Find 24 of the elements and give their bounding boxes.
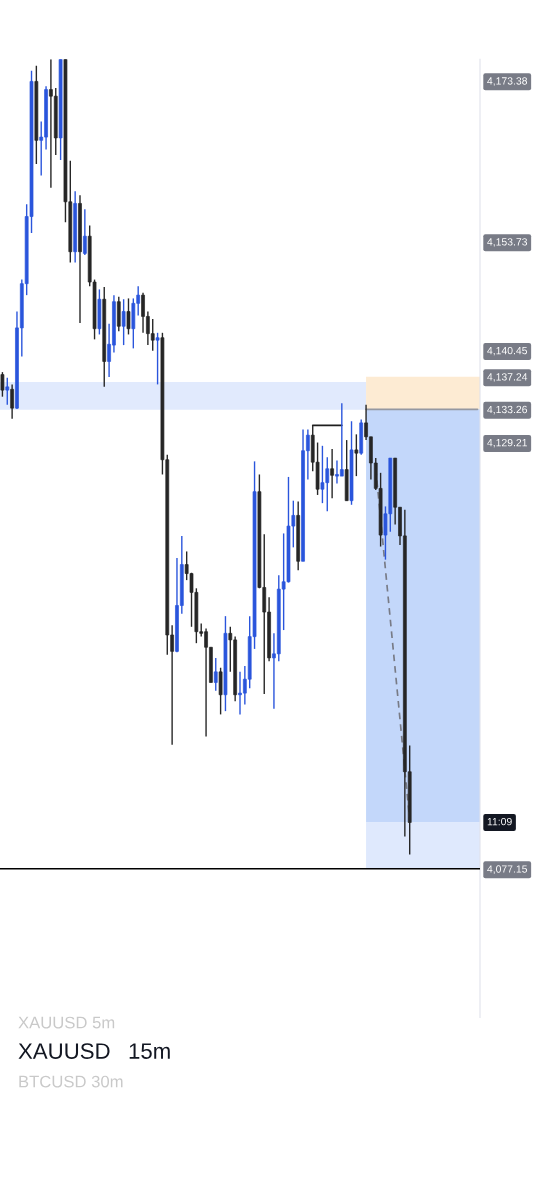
candlestick xyxy=(213,657,218,692)
text: XAUUSD xyxy=(18,1043,110,1059)
candlestick xyxy=(83,208,87,256)
candlestick xyxy=(354,433,359,477)
y-tick-label: 4,173.38 xyxy=(487,77,528,86)
y-tick-label: 4,140.45 xyxy=(487,346,528,356)
candlestick xyxy=(218,667,223,716)
candlestick xyxy=(330,448,334,499)
y-tick-label: 4,153.73 xyxy=(487,238,528,247)
y-tick-label: 4,137.24 xyxy=(487,373,528,382)
y-tick-label: 4,129.21 xyxy=(487,438,527,448)
text: 15m xyxy=(129,1043,170,1059)
y-tick-label: 4,077.15 xyxy=(487,865,528,874)
candlestick xyxy=(121,298,126,346)
candlestick xyxy=(0,371,5,398)
candlestick xyxy=(10,383,14,420)
y-tick-label: 4,133.26 xyxy=(487,405,528,415)
text: 11:09 xyxy=(487,817,512,826)
candlestick xyxy=(320,445,325,504)
candlestick xyxy=(150,318,155,352)
candlestick xyxy=(155,332,160,386)
candlestick xyxy=(339,402,344,477)
candlestick xyxy=(5,377,10,406)
candlestick xyxy=(126,297,131,336)
